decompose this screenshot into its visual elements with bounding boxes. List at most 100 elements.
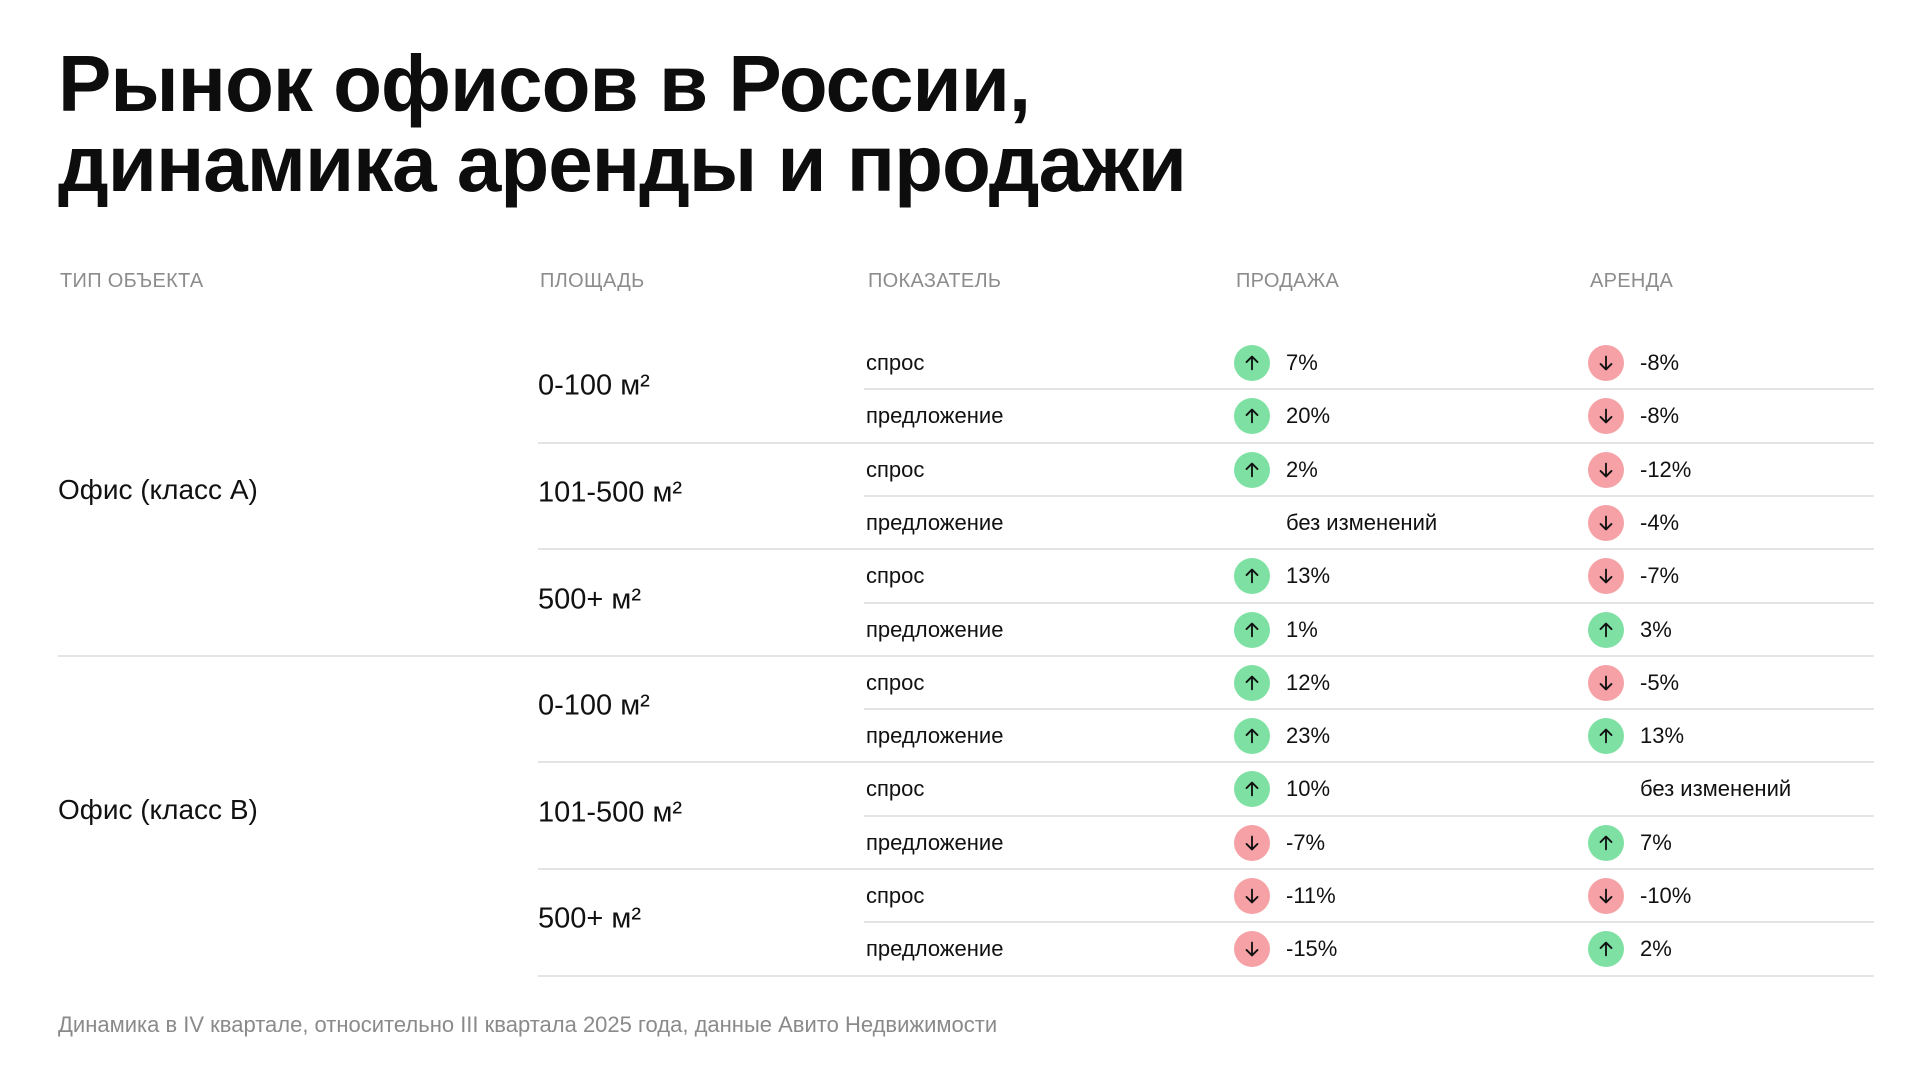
rent-cell: без изменений [1588,771,1791,807]
rent-value: 2% [1640,936,1672,962]
sale-value: 13% [1286,563,1331,589]
arrow-down-icon [1588,398,1624,435]
sale-cell: без изменений [1234,505,1437,541]
rent-cell: -8% [1588,345,1679,381]
indicator-label: спрос [866,776,925,802]
rent-cell: -8% [1588,398,1680,435]
indicator-label: спрос [866,456,925,482]
arrow-up-icon [1234,451,1270,488]
sale-cell: -11% [1234,878,1336,914]
rent-cell: -5% [1588,664,1680,701]
area-label: 500+ м² [538,583,641,615]
area-label: 101-500 м² [538,476,683,509]
table-row: предложение 23% 13% [864,709,1874,763]
row-divider [864,708,1874,711]
sale-value: -7% [1286,829,1326,855]
indicator-label: предложение [866,829,1004,855]
indicator-label: предложение [866,403,1004,429]
rent-value: 13% [1640,723,1685,749]
area-label: 500+ м² [538,902,641,935]
row-divider [864,814,1874,817]
table-bottom-line [538,974,1874,977]
sale-value: 20% [1286,403,1331,429]
arrow-down-icon [1588,878,1624,914]
table-row: спрос 10% без изменений [864,762,1874,816]
header-area: ПЛОЩАДЬ [540,270,645,292]
table-row: спрос 13% -7% [864,549,1874,603]
rent-cell: 13% [1588,718,1685,755]
arrow-up-icon [1588,824,1624,861]
title-line-1: Рынок офисов в России, [58,39,1031,128]
indicator-label: предложение [866,509,1004,535]
indicator-label: предложение [866,723,1004,749]
header-type: ТИП ОБЪЕКТА [60,270,204,292]
rent-value: -10% [1640,883,1692,908]
sale-cell: 12% [1234,664,1331,701]
rent-cell: -4% [1588,504,1679,541]
area-divider [538,441,1874,444]
area-label: 0-100 м² [538,689,650,722]
table-row: предложение 20% -8% [864,389,1874,443]
arrow-down-icon [1588,558,1624,595]
area-label: 101-500 м² [538,796,683,829]
sale-cell: 20% [1234,398,1331,435]
indicator-label: предложение [866,936,1004,962]
indicator-label: спрос [866,563,925,589]
rent-cell: 3% [1588,611,1672,648]
group-divider [58,654,1874,657]
header-indicator: ПОКАЗАТЕЛЬ [868,270,1002,292]
arrow-down-icon [1234,878,1270,914]
arrow-up-icon [1234,718,1270,755]
rent-value: -5% [1640,669,1680,695]
header-rent: АРЕНДА [1590,270,1674,292]
arrow-up-icon [1588,931,1624,968]
row-divider [864,494,1874,497]
sale-value: 12% [1286,669,1331,695]
sale-value: 10% [1286,776,1331,802]
rent-value: 3% [1640,616,1672,642]
rent-cell: -10% [1588,878,1691,914]
rent-value: -7% [1640,563,1680,589]
table-row: спрос -11% -10% [864,869,1874,923]
table-row: спрос 7% -8% [864,336,1874,390]
indicator-label: спрос [866,350,925,375]
rent-value: без изменений [1640,776,1792,802]
table-row: предложение -7% 7% [864,816,1874,870]
table-row: предложение без изменений -4% [864,496,1874,550]
sale-value: 1% [1286,616,1318,642]
arrow-down-icon [1588,345,1624,381]
page-title: Рынок офисов в России, динамика аренды и… [58,39,1187,204]
area-divider [538,868,1874,870]
rent-cell: -12% [1588,451,1692,488]
arrow-up-icon [1234,664,1270,701]
footnote: Динамика в IV квартале, относительно III… [58,1012,998,1037]
arrow-down-icon [1588,664,1624,701]
table-row: спрос 12% -5% [864,656,1874,710]
header-sale: ПРОДАЖА [1236,270,1340,292]
row-divider [864,921,1874,924]
table-row: предложение -15% 2% [864,922,1874,976]
arrow-down-icon [1234,824,1270,861]
sale-cell: -15% [1234,931,1338,968]
sale-value: -15% [1286,936,1338,962]
sale-value: 7% [1286,350,1318,375]
area-divider [538,548,1874,551]
sale-cell: 7% [1234,345,1318,381]
sale-value: 2% [1286,456,1318,482]
arrow-up-icon [1234,558,1270,595]
sale-cell: 1% [1234,611,1318,648]
sale-value: 23% [1286,723,1331,749]
arrow-up-icon [1588,718,1624,755]
arrow-down-icon [1588,504,1624,541]
indicator-label: спрос [866,669,925,695]
row-divider [864,601,1874,604]
table-row: предложение 1% 3% [864,603,1874,657]
rent-value: -12% [1640,456,1692,482]
object-type-label: Офис (класс B) [58,793,258,825]
rent-cell: 7% [1588,824,1672,861]
sale-cell: 2% [1234,451,1318,488]
area-label: 0-100 м² [538,369,650,402]
rent-value: -8% [1640,403,1680,429]
arrow-up-icon [1234,771,1270,808]
no-change-spacer [1234,505,1270,541]
